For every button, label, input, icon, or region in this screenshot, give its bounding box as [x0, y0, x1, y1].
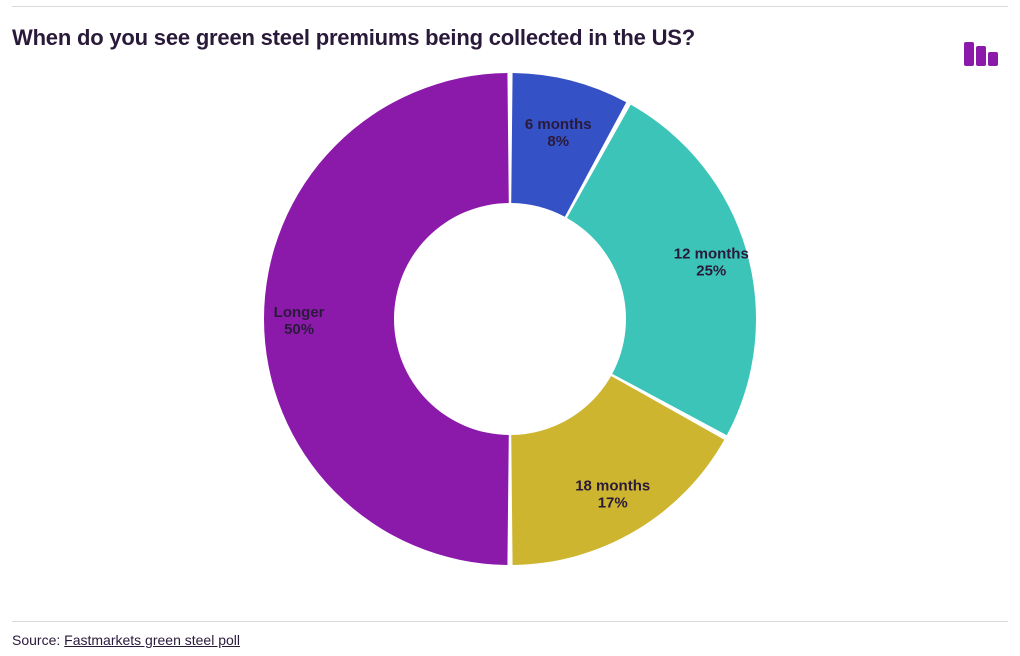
chart-container: When do you see green steel premiums bei…: [0, 6, 1020, 656]
slice-percent: 8%: [547, 133, 569, 150]
slice-percent: 25%: [696, 263, 726, 280]
slice-label: 6 months: [525, 116, 592, 133]
donut-chart: 6 months8% 12 months25% 18 months17% Longer…: [230, 59, 790, 579]
slice-label: 18 months: [575, 478, 650, 495]
slice-label: 12 months: [674, 246, 749, 263]
brand-logo: [964, 42, 998, 73]
source-line: Source: Fastmarkets green steel poll: [12, 632, 1008, 648]
slice-percent: 50%: [284, 321, 314, 338]
bottom-rule: [12, 621, 1008, 622]
source-link[interactable]: Fastmarkets green steel poll: [64, 632, 240, 648]
source-prefix: Source:: [12, 632, 64, 648]
top-rule: [12, 6, 1008, 7]
footer: Source: Fastmarkets green steel poll: [12, 621, 1008, 648]
chart-area: 6 months8% 12 months25% 18 months17% Longer…: [12, 59, 1008, 579]
slice-label: Longer: [274, 304, 325, 321]
slice-percent: 17%: [598, 495, 628, 512]
chart-title: When do you see green steel premiums bei…: [12, 25, 1008, 51]
brand-logo-icon: [964, 42, 998, 68]
